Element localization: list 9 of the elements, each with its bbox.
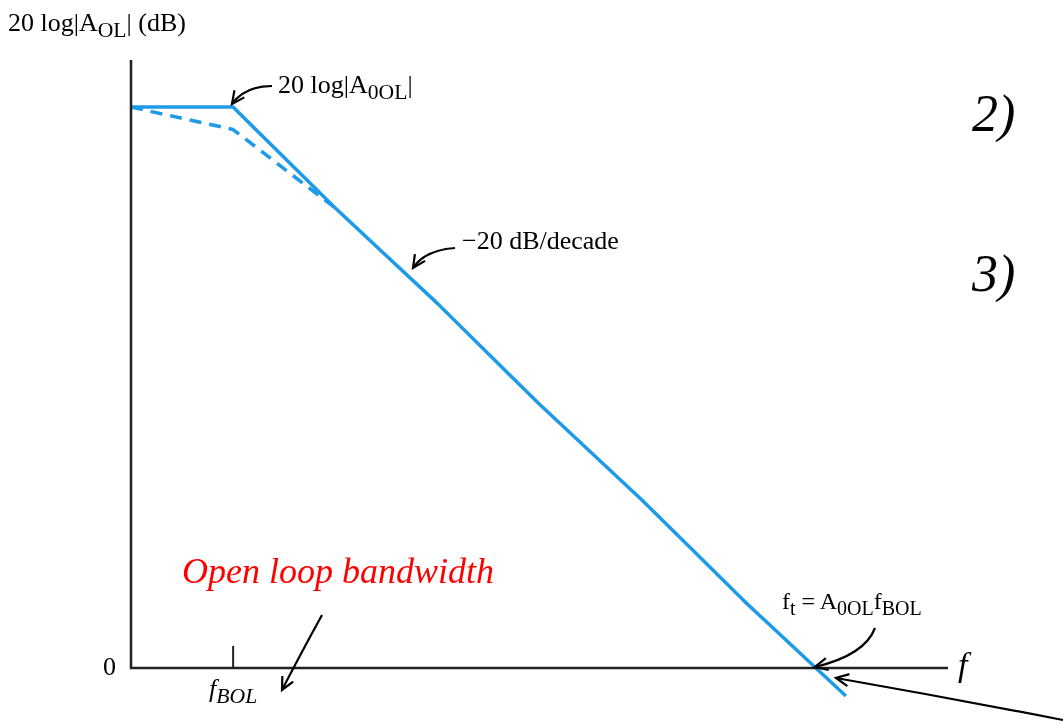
text: 0 bbox=[103, 651, 116, 682]
annotation: f$_{BOL}$ bbox=[209, 673, 258, 710]
annotation: −20 dB/decade bbox=[462, 226, 619, 256]
annotation: f$_{t}$ = A$_{0OL}$f$_{BOL}$ bbox=[782, 588, 922, 620]
annotation: Open loop bandwidth bbox=[182, 550, 494, 592]
y-axis-title: 20 log|A$_{OL}$| (dB) bbox=[8, 8, 186, 44]
text: 20 log|A$_{0OL}$| bbox=[278, 70, 413, 106]
text: 2) bbox=[972, 84, 1016, 143]
text: 3) bbox=[972, 244, 1016, 303]
